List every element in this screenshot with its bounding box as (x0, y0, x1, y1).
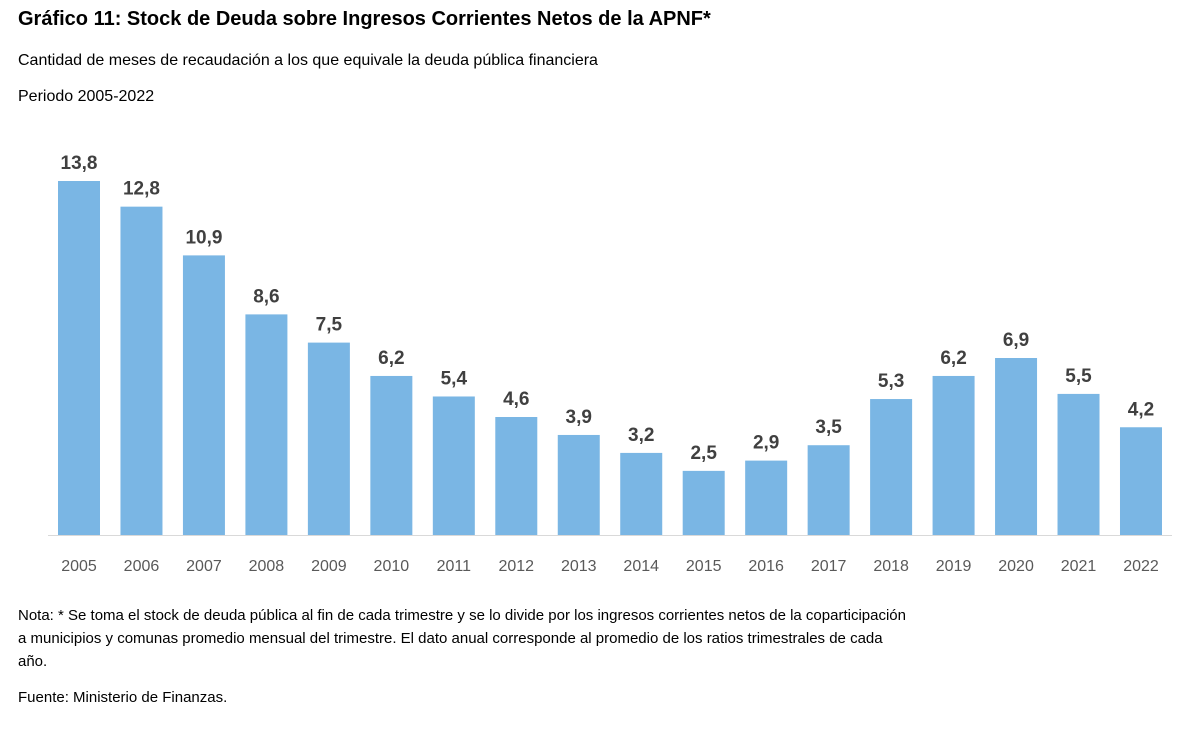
bar-2018 (870, 399, 913, 535)
data-label: 5,5 (1065, 366, 1092, 387)
bar-2012 (495, 417, 538, 535)
data-label: 2,9 (753, 433, 779, 454)
x-tick-label: 2007 (186, 558, 222, 575)
data-label: 4,2 (1128, 399, 1154, 420)
x-tick-label: 2005 (61, 558, 97, 575)
data-label: 4,6 (503, 389, 529, 410)
bar-2022 (1119, 427, 1162, 535)
data-label: 3,2 (628, 425, 654, 446)
data-label: 13,8 (61, 153, 98, 174)
x-tick-label: 2016 (748, 558, 784, 575)
bar-2005 (58, 181, 100, 535)
bar-2020 (995, 358, 1038, 535)
bar-2006 (120, 206, 163, 536)
data-label: 6,9 (1003, 330, 1029, 351)
data-label: 6,2 (378, 348, 404, 369)
chart-period: Periodo 2005-2022 (18, 88, 155, 105)
x-tick-label: 2021 (1061, 558, 1097, 575)
x-tick-label: 2010 (374, 558, 410, 575)
x-tick-label: 2018 (873, 558, 909, 575)
chart-note: Nota: * Se toma el stock de deuda públic… (18, 604, 906, 673)
x-tick-label: 2011 (437, 558, 472, 575)
bar-2010 (370, 375, 413, 535)
data-label: 2,5 (690, 443, 717, 464)
data-label: 3,9 (566, 407, 592, 428)
data-label: 7,5 (316, 315, 343, 336)
x-tick-label: 2013 (561, 558, 597, 575)
bar-2011 (432, 396, 475, 535)
x-tick-label: 2015 (686, 558, 722, 575)
x-tick-label: 2017 (811, 558, 847, 575)
x-tick-label: 2009 (311, 558, 347, 575)
bar-chart: 13,8 2005 12,8 2006 10,9 2007 8,6 2008 7,5 2009 6,… (48, 153, 1172, 575)
x-tick-label: 2008 (249, 558, 285, 575)
note-line: Nota: * Se toma el stock de deuda públic… (18, 607, 906, 624)
bar-2007 (182, 255, 225, 535)
chart-title: Gráfico 11: Stock de Deuda sobre Ingreso… (18, 8, 711, 30)
data-label: 5,3 (878, 371, 904, 392)
chart-source: Fuente: Ministerio de Finanzas. (18, 689, 228, 706)
data-label: 12,8 (123, 179, 160, 200)
data-label: 3,5 (815, 417, 842, 438)
data-label: 6,2 (940, 348, 966, 369)
x-tick-label: 2019 (936, 558, 972, 575)
x-tick-label: 2020 (998, 558, 1034, 575)
data-label: 5,4 (441, 368, 468, 389)
note-line: a municipios y comunas promedio mensual … (18, 630, 883, 647)
bar-2009 (307, 342, 350, 535)
data-label: 10,9 (185, 227, 222, 248)
bar-2021 (1057, 393, 1100, 535)
bar-2016 (745, 460, 788, 535)
data-label: 8,6 (253, 286, 279, 307)
chart-subtitle: Cantidad de meses de recaudación a los q… (18, 52, 598, 69)
x-tick-label: 2012 (498, 558, 534, 575)
x-tick-label: 2006 (124, 558, 160, 575)
bar-2014 (620, 452, 663, 535)
bar-2017 (807, 445, 850, 535)
x-tick-label: 2014 (623, 558, 659, 575)
bar-2015 (682, 470, 725, 535)
note-line: año. (18, 653, 48, 670)
bar-2013 (557, 434, 600, 535)
bar-2019 (932, 375, 975, 535)
x-tick-label: 2022 (1123, 558, 1159, 575)
bar-2008 (245, 314, 288, 535)
